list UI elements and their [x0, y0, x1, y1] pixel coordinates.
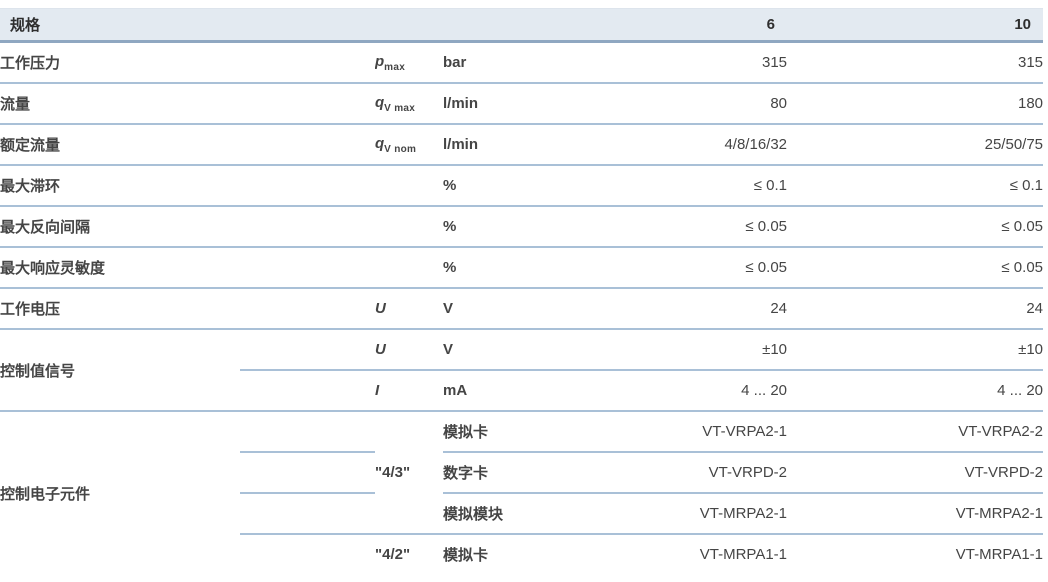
- symbol-base: q: [375, 93, 385, 111]
- symbol-cell: [375, 246, 443, 288]
- valve-config-cell: "4/3": [375, 410, 443, 534]
- value-cell-size6: VT-MRPA1-1: [530, 533, 788, 574]
- value-cell-size10: 4 ... 20: [787, 369, 1044, 411]
- value-cell-size6: 4/8/16/32: [530, 123, 788, 165]
- value-cell-size10: 24: [787, 287, 1044, 329]
- value-cell-size6: VT-MRPA2-1: [530, 492, 788, 534]
- symbol-base: I: [375, 382, 380, 399]
- value-cell-size10: 25/50/75: [787, 123, 1044, 165]
- spec-row-label: 工作电压: [0, 287, 375, 329]
- spacer-cell: [240, 533, 375, 574]
- unit-cell: bar: [443, 40, 531, 83]
- value-cell-size10: ≤ 0.05: [787, 246, 1044, 288]
- spacer-cell: [240, 492, 375, 534]
- table-row: 最大滞环 % ≤ 0.1 ≤ 0.1: [0, 164, 1044, 206]
- spec-row-label: 流量: [0, 82, 375, 124]
- value-cell-size6: 80: [530, 82, 788, 124]
- symbol-cell: qV nom: [375, 123, 443, 165]
- table-row: 流量 qV max l/min 80 180: [0, 82, 1044, 124]
- value-cell-size6: VT-VRPD-2: [530, 451, 788, 493]
- symbol-cell: I: [375, 369, 443, 411]
- spec-row-label: 控制值信号: [0, 328, 240, 411]
- symbol-cell: pmax: [375, 40, 443, 83]
- table-row: I mA 4 ... 20 4 ... 20: [0, 369, 1044, 411]
- value-cell-size10: VT-MRPA1-1: [787, 533, 1044, 574]
- value-cell-size10: 180: [787, 82, 1044, 124]
- table-row: 模拟模块 VT-MRPA2-1 VT-MRPA2-1: [0, 492, 1044, 534]
- spacer-cell: [240, 328, 375, 370]
- unit-cell: l/min: [443, 82, 531, 124]
- value-cell-size6: ±10: [530, 328, 788, 370]
- spec-row-label: 工作压力: [0, 40, 375, 83]
- spec-row-label: 额定流量: [0, 123, 375, 165]
- value-cell-size10: ±10: [787, 328, 1044, 370]
- unit-cell: %: [443, 205, 531, 247]
- symbol-cell: qV max: [375, 82, 443, 124]
- symbol-cell: [375, 164, 443, 206]
- symbol-subscript: V nom: [384, 143, 417, 155]
- symbol-cell: [375, 205, 443, 247]
- card-type-cell: 模拟卡: [443, 410, 531, 452]
- value-cell-size10: 315: [787, 40, 1044, 83]
- spacer-cell: [240, 410, 375, 452]
- card-type-cell: 模拟模块: [443, 492, 531, 534]
- spec-row-label: 最大滞环: [0, 164, 375, 206]
- unit-cell: V: [443, 328, 531, 370]
- spec-row-label: 控制电子元件: [0, 410, 240, 574]
- value-cell-size10: VT-VRPA2-2: [787, 410, 1044, 452]
- unit-cell: V: [443, 287, 531, 329]
- table-row: 控制电子元件 "4/3" 模拟卡 VT-VRPA2-1 VT-VRPA2-2: [0, 410, 1044, 574]
- header-size-10: 10: [787, 8, 1044, 43]
- symbol-subscript: max: [384, 61, 406, 73]
- symbol-subscript: V max: [384, 102, 416, 114]
- value-cell-size6: 315: [530, 40, 788, 83]
- header-spec: 规格: [0, 8, 531, 43]
- value-cell-size6: ≤ 0.05: [530, 246, 788, 288]
- specification-table: 规格 6 10 工作压力 pmax bar 315 315 流量 qV max …: [0, 8, 1044, 574]
- symbol-base: p: [375, 52, 385, 70]
- table-row: 工作电压 U V 24 24: [0, 287, 1044, 329]
- value-cell-size6: 4 ... 20: [530, 369, 788, 411]
- value-cell-size6: ≤ 0.05: [530, 205, 788, 247]
- symbol-cell: U: [375, 287, 443, 329]
- unit-cell: %: [443, 246, 531, 288]
- spacer-cell: [240, 369, 375, 411]
- header-size-6: 6: [530, 8, 788, 43]
- unit-cell: mA: [443, 369, 531, 411]
- symbol-base: q: [375, 134, 385, 152]
- value-cell-size6: ≤ 0.1: [530, 164, 788, 206]
- table-header-row: 规格 6 10: [0, 8, 1044, 43]
- value-cell-size6: VT-VRPA2-1: [530, 410, 788, 452]
- symbol-base: U: [375, 341, 386, 358]
- unit-cell: l/min: [443, 123, 531, 165]
- table-row: 额定流量 qV nom l/min 4/8/16/32 25/50/75: [0, 123, 1044, 165]
- table-row: 控制值信号 U V ±10 ±10: [0, 328, 1044, 411]
- table-row: 工作压力 pmax bar 315 315: [0, 40, 1044, 83]
- value-cell-size6: 24: [530, 287, 788, 329]
- value-cell-size10: VT-MRPA2-1: [787, 492, 1044, 534]
- table-row: "4/2" 模拟卡 VT-MRPA1-1 VT-MRPA1-1: [0, 533, 1044, 574]
- card-type-cell: 模拟卡: [443, 533, 531, 574]
- value-cell-size10: ≤ 0.1: [787, 164, 1044, 206]
- table-row: 数字卡 VT-VRPD-2 VT-VRPD-2: [0, 451, 1044, 493]
- table-row: 最大响应灵敏度 % ≤ 0.05 ≤ 0.05: [0, 246, 1044, 288]
- spec-row-label: 最大反向间隔: [0, 205, 375, 247]
- symbol-base: U: [375, 300, 386, 317]
- card-type-cell: 数字卡: [443, 451, 531, 493]
- table-row: 最大反向间隔 % ≤ 0.05 ≤ 0.05: [0, 205, 1044, 247]
- value-cell-size10: VT-VRPD-2: [787, 451, 1044, 493]
- value-cell-size10: ≤ 0.05: [787, 205, 1044, 247]
- unit-cell: %: [443, 164, 531, 206]
- spec-row-label: 最大响应灵敏度: [0, 246, 375, 288]
- spacer-cell: [240, 451, 375, 493]
- symbol-cell: U: [375, 328, 443, 370]
- valve-config-cell: "4/2": [375, 533, 443, 574]
